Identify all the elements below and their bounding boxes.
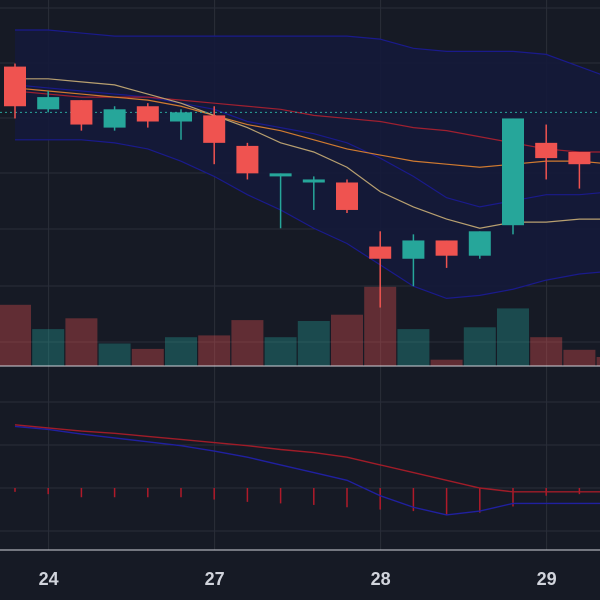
volume-bar	[231, 320, 264, 366]
macd-line	[14, 425, 600, 516]
candle-body	[136, 106, 159, 122]
candle-body	[535, 142, 558, 159]
volume-bar	[98, 343, 131, 366]
volume-bar	[0, 304, 31, 366]
volume-bar	[563, 349, 596, 366]
volume-bar	[32, 329, 65, 366]
volume-bars	[0, 286, 600, 366]
volume-bar	[397, 329, 430, 366]
candle-body	[203, 115, 226, 143]
x-tick-label: 24	[39, 569, 59, 589]
volume-bar	[596, 357, 600, 366]
candle-body	[369, 246, 392, 259]
volume-bar	[165, 337, 197, 366]
candle-body	[70, 100, 93, 125]
x-tick-label: 28	[371, 569, 391, 589]
bollinger-upper-line	[15, 29, 600, 75]
candle-body	[402, 240, 425, 259]
bollinger-fill	[15, 30, 600, 299]
x-axis: 24 27 28 29	[39, 569, 557, 589]
volume-bar	[198, 335, 231, 366]
volume-bar	[530, 337, 563, 366]
x-tick-label: 27	[205, 569, 225, 589]
volume-bar	[430, 359, 463, 366]
candle-body	[269, 173, 292, 177]
volume-bar	[497, 308, 529, 366]
volume-bar	[463, 327, 496, 366]
candle-body	[468, 231, 491, 256]
volume-bar	[331, 314, 363, 366]
volume-bar	[264, 337, 297, 366]
bollinger-lower-line	[15, 139, 600, 300]
candle-body	[103, 109, 126, 128]
candle-body	[302, 179, 325, 183]
candle-body	[236, 145, 259, 174]
volume-bar	[131, 348, 164, 366]
indicator-pane	[14, 424, 600, 516]
candle-body	[336, 182, 358, 210]
candles[interactable]	[4, 63, 600, 308]
candle-body	[435, 240, 458, 256]
candle-body	[568, 152, 591, 165]
signal-line	[14, 424, 600, 493]
x-tick-label: 29	[537, 569, 557, 589]
candle-body	[502, 118, 524, 226]
candle-body	[4, 66, 26, 107]
candle-body	[37, 97, 60, 110]
volume-bar	[297, 321, 330, 366]
candle-body	[170, 112, 192, 122]
volume-bar	[65, 318, 98, 366]
